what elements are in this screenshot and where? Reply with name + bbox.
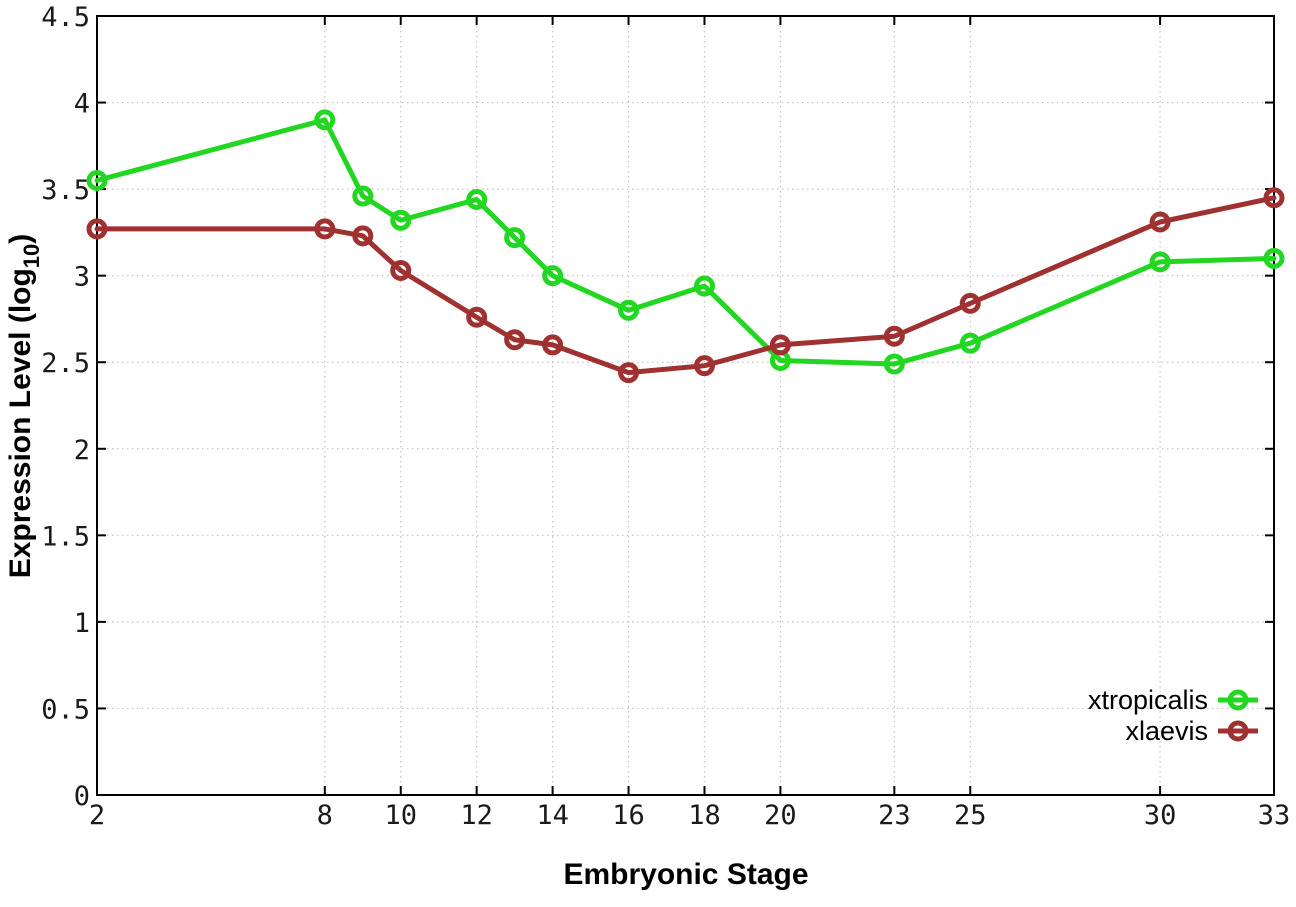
data-point (390, 209, 412, 231)
y-tick-label: 4 (74, 89, 90, 120)
y-tick-label: 4.5 (41, 2, 90, 33)
series-line-xtropicalis (94, 117, 1277, 367)
x-tick-label: 16 (612, 800, 645, 831)
y-tick-label: 0 (74, 781, 90, 812)
y-axis-labels: 0 0.5 1 1.5 2 2.5 3 3.5 4 4.5 (41, 2, 90, 812)
x-tick-label: 20 (764, 800, 797, 831)
gridlines (97, 16, 1274, 795)
data-point (883, 353, 905, 375)
data-point (542, 265, 564, 287)
legend-label: xtropicalis (1088, 685, 1208, 715)
plot-border (96, 15, 1275, 796)
x-tick-label: 33 (1258, 800, 1291, 831)
series-markers-xtropicalis (86, 109, 1285, 375)
series-xtropicalis (86, 109, 1285, 375)
legend-marker-circle (1227, 689, 1249, 711)
data-point (314, 109, 336, 131)
data-point (504, 227, 526, 249)
data-point (693, 275, 715, 297)
series-markers-xlaevis (86, 187, 1285, 384)
legend-item-xlaevis: xlaevis (1125, 716, 1258, 746)
y-tick-label: 3.5 (41, 175, 90, 206)
data-point (1149, 211, 1171, 233)
data-point (693, 355, 715, 377)
x-tick-label: 12 (460, 800, 493, 831)
data-point (618, 362, 640, 384)
y-axis-title: Expression Level (log10) (4, 234, 44, 579)
data-point (542, 334, 564, 356)
data-point (1149, 251, 1171, 273)
data-point (618, 299, 640, 321)
data-point (959, 332, 981, 354)
x-axis-labels: 2 8 10 12 14 16 18 20 23 25 30 33 (89, 800, 1290, 831)
y-tick-label: 3 (74, 262, 90, 293)
legend-label: xlaevis (1125, 716, 1208, 746)
data-point (1263, 187, 1285, 209)
data-point (390, 259, 412, 281)
data-point (1263, 247, 1285, 269)
x-axis-title: Embryonic Stage (563, 858, 808, 891)
x-tick-label: 25 (954, 800, 987, 831)
y-tick-label: 2.5 (41, 348, 90, 379)
data-point (466, 188, 488, 210)
data-point (352, 225, 374, 247)
x-tick-label: 2 (89, 800, 105, 831)
legend-item-xtropicalis: xtropicalis (1088, 685, 1258, 715)
data-point (504, 329, 526, 351)
y-tick-label: 0.5 (41, 694, 90, 725)
data-point (769, 334, 791, 356)
data-point (352, 185, 374, 207)
data-point (86, 218, 108, 240)
x-tick-label: 30 (1144, 800, 1177, 831)
data-point (883, 325, 905, 347)
y-tick-label: 2 (74, 435, 90, 466)
x-tick-label: 23 (878, 800, 911, 831)
data-point (466, 306, 488, 328)
x-tick-label: 8 (317, 800, 333, 831)
data-point (86, 169, 108, 191)
x-tick-label: 10 (384, 800, 417, 831)
series-xlaevis (86, 187, 1285, 384)
data-point (959, 292, 981, 314)
x-tick-label: 18 (688, 800, 721, 831)
axis-ticks (96, 15, 1275, 796)
y-tick-label: 1 (74, 608, 90, 639)
data-point (314, 218, 336, 240)
series-line-xlaevis (94, 195, 1277, 376)
legend-marker-circle (1227, 720, 1249, 742)
x-tick-label: 14 (536, 800, 569, 831)
y-tick-label: 1.5 (41, 521, 90, 552)
